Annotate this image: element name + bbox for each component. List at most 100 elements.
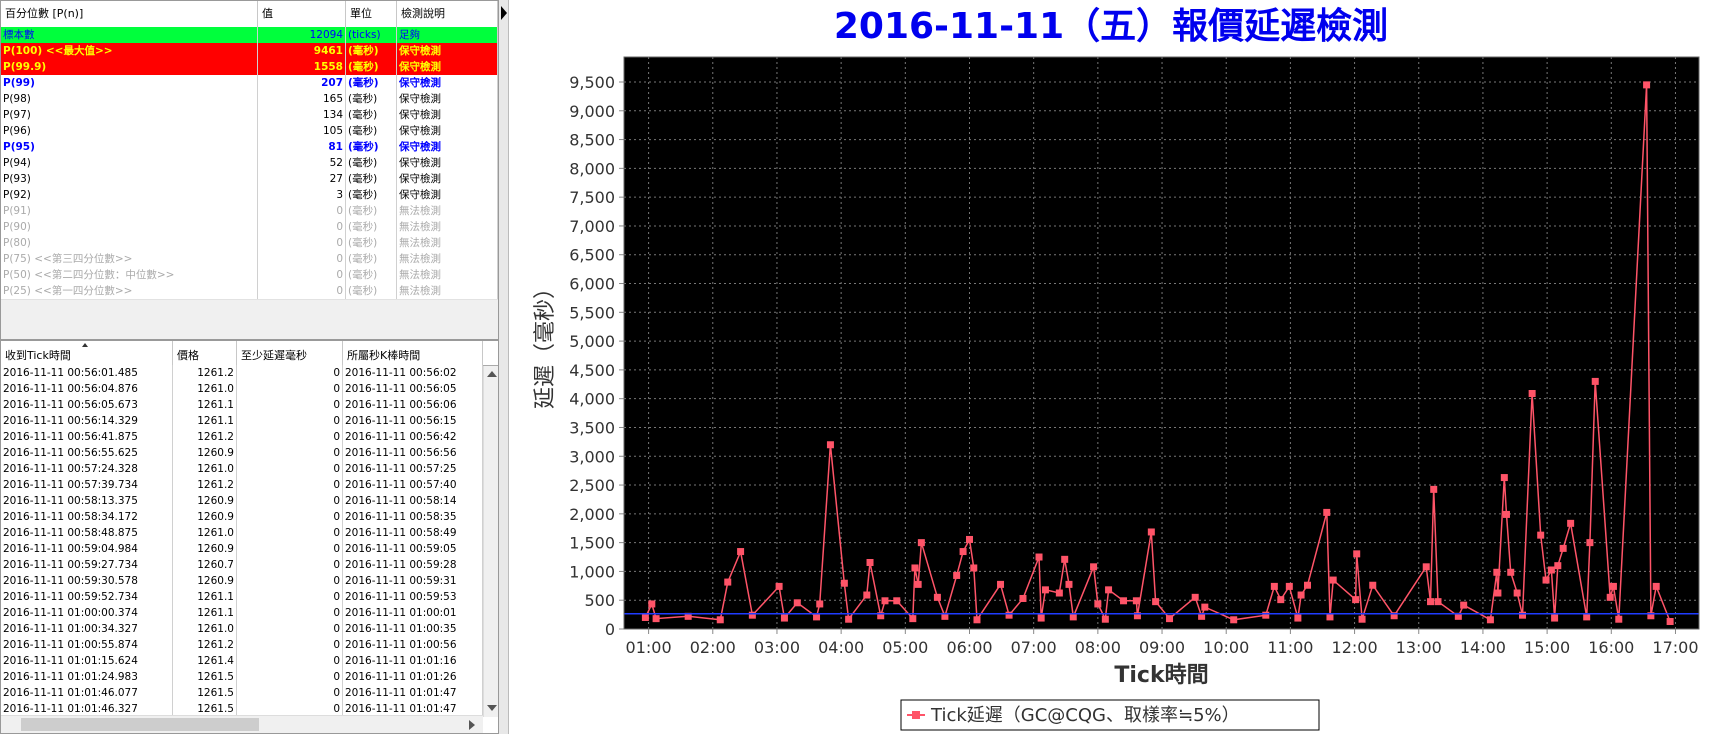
table-cell: 2016-11-11 01:00:56 (343, 637, 483, 653)
table-cell: (毫秒) (346, 283, 397, 299)
point-marker (953, 571, 961, 579)
point-marker (881, 597, 889, 605)
header-cell: 收到Tick時間 (1, 341, 173, 365)
v-scrollbar[interactable] (483, 365, 498, 717)
table-cell: 0 (237, 541, 343, 557)
table-cell: (毫秒) (346, 171, 397, 187)
splitter[interactable] (499, 0, 509, 734)
table-cell: 1558 (258, 59, 346, 75)
point-marker (965, 535, 973, 543)
point-marker (959, 548, 967, 556)
scroll-right[interactable] (469, 720, 475, 730)
table-cell: P(99.9) (1, 59, 258, 75)
point-marker (845, 615, 853, 623)
table-cell: 207 (258, 75, 346, 91)
y-tick-label: 9,500 (569, 73, 615, 92)
table-row: P(25) <<第一四分位數>> 0 (毫秒) 無法檢測 (1, 283, 498, 300)
table-cell: 保守檢測 (397, 155, 498, 171)
plot-border (623, 56, 1700, 630)
table-cell: 1261.5 (173, 669, 237, 685)
table-cell: 1260.9 (173, 509, 237, 525)
scroll-down[interactable] (487, 705, 497, 711)
point-marker (748, 611, 756, 619)
point-marker (1323, 508, 1331, 516)
table-cell: 1261.5 (173, 685, 237, 701)
point-marker (684, 612, 692, 620)
table-cell: 0 (237, 701, 343, 715)
table-cell: 52 (258, 155, 346, 171)
point-marker (1502, 510, 1510, 518)
header-cell: 所屬秒K棒時間 (343, 341, 483, 365)
table-row: P(96) 105 (毫秒) 保守檢測 (1, 123, 498, 140)
table-cell: 81 (258, 139, 346, 155)
table-cell: 165 (258, 91, 346, 107)
h-scrollbar[interactable] (1, 715, 483, 733)
table-cell: 2016-11-11 00:57:25 (343, 461, 483, 477)
x-tick-label: 01:00 (626, 638, 672, 657)
scroll-up[interactable] (487, 371, 497, 377)
table-cell: 2016-11-11 01:01:46.077 (1, 685, 173, 701)
table-cell: 0 (258, 283, 346, 299)
point-marker (724, 578, 732, 586)
point-marker (737, 548, 745, 556)
y-tick-label: 5,500 (569, 303, 615, 322)
table-cell: 3 (258, 187, 346, 203)
percentile-table: 百分位數 [P(n)] 值單位 檢測說明 標本數 12094 (ticks) 足夠 P(100… (0, 0, 499, 340)
point-marker (1120, 597, 1128, 605)
table-cell: 0 (237, 493, 343, 509)
table-cell: 2016-11-11 00:56:01.485 (1, 365, 173, 381)
table-row: 2016-11-11 01:01:46.327 1261.5 0 2016-11-11… (1, 701, 483, 715)
point-marker (1422, 563, 1430, 571)
point-marker (652, 615, 660, 623)
table-cell: 1261.2 (173, 637, 237, 653)
point-marker (997, 580, 1005, 588)
point-marker (1454, 612, 1462, 620)
point-marker (1166, 615, 1174, 623)
table-cell: (毫秒) (346, 107, 397, 123)
table-row: 2016-11-11 00:59:04.984 1260.9 0 2016-11-11… (1, 541, 483, 558)
table-cell: 2016-11-11 00:58:48.875 (1, 525, 173, 541)
point-marker (826, 441, 834, 449)
splitter-arrow[interactable] (501, 6, 507, 20)
table-row: P(99) 207 (毫秒) 保守檢測 (1, 75, 498, 92)
table-cell: (毫秒) (346, 139, 397, 155)
y-tick-label: 8,000 (569, 159, 615, 178)
table-row: 2016-11-11 00:56:01.485 1261.2 0 2016-11-11… (1, 365, 483, 382)
point-marker (1094, 600, 1102, 608)
table-cell: 2016-11-11 00:56:42 (343, 429, 483, 445)
point-marker (1567, 519, 1575, 527)
point-marker (914, 580, 922, 588)
table-cell: 1261.5 (173, 701, 237, 715)
table-row: P(92) 3 (毫秒) 保守檢測 (1, 187, 498, 204)
table-cell: 1261.1 (173, 589, 237, 605)
y-tick-label: 7,500 (569, 188, 615, 207)
table-cell: 2016-11-11 00:56:06 (343, 397, 483, 413)
table-cell: 1261.0 (173, 461, 237, 477)
table-row: P(75) <<第三四分位數>> 0 (毫秒) 無法檢測 (1, 251, 498, 268)
y-tick-label: 7,000 (569, 217, 615, 236)
point-marker (816, 600, 824, 608)
table-cell: P(96) (1, 123, 258, 139)
x-tick-label: 17:00 (1652, 638, 1698, 657)
point-marker (1270, 582, 1278, 590)
table-cell: 0 (237, 429, 343, 445)
table-cell: 1261.2 (173, 429, 237, 445)
scroll-thumb[interactable] (21, 718, 259, 731)
table-cell: P(100) <<最大值>> (1, 43, 258, 59)
table-cell: (毫秒) (346, 59, 397, 75)
table-cell: 2016-11-11 01:01:47 (343, 685, 483, 701)
table-cell: 1261.2 (173, 477, 237, 493)
table-cell: 0 (258, 219, 346, 235)
point-marker (1285, 582, 1293, 590)
point-marker (1513, 589, 1521, 597)
table-row: P(91) 0 (毫秒) 無法檢測 (1, 203, 498, 220)
table-cell: 2016-11-11 00:57:39.734 (1, 477, 173, 493)
x-tick-label: 02:00 (690, 638, 736, 657)
point-marker (1666, 618, 1674, 626)
table-cell: P(98) (1, 91, 258, 107)
table-cell: 0 (237, 509, 343, 525)
table-cell: (毫秒) (346, 43, 397, 59)
point-marker (973, 616, 981, 624)
table-cell: P(94) (1, 155, 258, 171)
